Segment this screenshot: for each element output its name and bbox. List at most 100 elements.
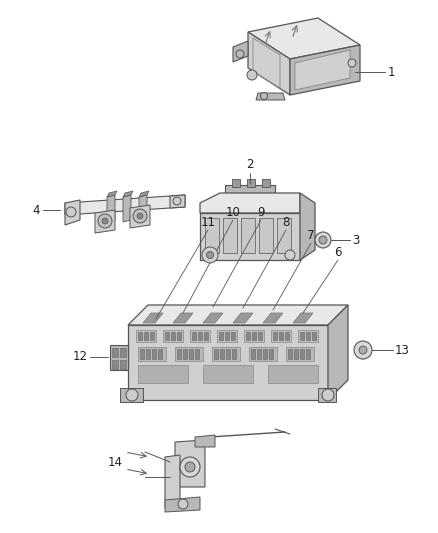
Bar <box>269 349 273 359</box>
Bar <box>247 179 255 187</box>
Polygon shape <box>295 50 350 90</box>
Polygon shape <box>65 200 80 225</box>
Text: 14: 14 <box>108 456 123 469</box>
Bar <box>252 332 256 340</box>
Bar <box>306 349 310 359</box>
Bar <box>231 332 235 340</box>
Circle shape <box>178 499 188 509</box>
Circle shape <box>285 250 295 260</box>
Bar <box>212 347 240 361</box>
Polygon shape <box>225 185 275 203</box>
Circle shape <box>102 218 108 224</box>
Polygon shape <box>173 313 193 323</box>
Bar <box>177 332 181 340</box>
Bar <box>165 332 169 340</box>
Bar <box>223 218 237 253</box>
Bar <box>225 332 229 340</box>
Bar <box>177 349 181 359</box>
Circle shape <box>247 70 257 80</box>
Circle shape <box>137 213 143 219</box>
Circle shape <box>173 197 181 205</box>
Bar <box>306 332 310 340</box>
Polygon shape <box>143 313 163 323</box>
Bar <box>205 218 219 253</box>
Bar <box>138 365 188 383</box>
Polygon shape <box>328 305 348 400</box>
Bar <box>189 349 193 359</box>
Bar <box>198 332 202 340</box>
Bar <box>219 332 223 340</box>
Text: 2: 2 <box>246 158 254 171</box>
Polygon shape <box>95 210 115 233</box>
Bar <box>138 332 142 340</box>
Bar <box>258 332 262 340</box>
Polygon shape <box>200 193 300 213</box>
Bar <box>204 332 208 340</box>
Text: 7: 7 <box>307 229 315 242</box>
Bar <box>288 349 292 359</box>
Polygon shape <box>107 191 117 197</box>
Text: 8: 8 <box>283 216 290 229</box>
Polygon shape <box>130 205 150 228</box>
Bar <box>152 349 156 359</box>
Text: 11: 11 <box>201 216 215 229</box>
Bar <box>232 179 240 187</box>
Bar <box>298 330 318 342</box>
Bar <box>217 330 237 342</box>
Bar <box>192 332 196 340</box>
Bar <box>279 332 283 340</box>
Circle shape <box>206 252 213 259</box>
Bar <box>195 349 199 359</box>
Circle shape <box>98 214 112 228</box>
Bar <box>262 179 270 187</box>
Bar <box>138 347 166 361</box>
Bar <box>146 349 150 359</box>
Bar <box>203 365 253 383</box>
Bar <box>286 347 314 361</box>
Bar <box>163 330 183 342</box>
Circle shape <box>359 346 367 354</box>
Bar <box>112 348 118 357</box>
Bar <box>312 332 316 340</box>
Bar <box>183 349 187 359</box>
Polygon shape <box>203 313 223 323</box>
Bar <box>136 330 156 342</box>
Polygon shape <box>248 18 360 59</box>
Polygon shape <box>165 497 200 512</box>
Bar <box>175 347 203 361</box>
Text: 10: 10 <box>226 206 240 219</box>
Circle shape <box>348 59 356 67</box>
Bar <box>263 349 267 359</box>
Text: 13: 13 <box>395 343 410 357</box>
Bar <box>150 332 154 340</box>
Polygon shape <box>107 195 115 222</box>
Polygon shape <box>233 313 253 323</box>
Bar <box>120 348 126 357</box>
Circle shape <box>354 341 372 359</box>
Bar <box>300 332 304 340</box>
Circle shape <box>185 462 195 472</box>
Text: 12: 12 <box>73 351 88 364</box>
Bar <box>259 218 273 253</box>
Bar <box>144 332 148 340</box>
Polygon shape <box>120 388 143 402</box>
Text: 4: 4 <box>32 204 40 216</box>
Polygon shape <box>318 388 336 402</box>
Bar <box>158 349 162 359</box>
Polygon shape <box>290 45 360 95</box>
Circle shape <box>236 50 244 58</box>
Circle shape <box>133 209 147 223</box>
Text: 9: 9 <box>257 206 265 219</box>
Bar <box>244 330 264 342</box>
Bar <box>120 360 126 369</box>
Polygon shape <box>200 213 300 260</box>
Text: 1: 1 <box>388 66 396 78</box>
Circle shape <box>180 457 200 477</box>
Polygon shape <box>110 345 128 370</box>
Polygon shape <box>256 93 285 100</box>
Bar <box>249 347 277 361</box>
Bar <box>273 332 277 340</box>
Text: 6: 6 <box>334 246 342 259</box>
Circle shape <box>322 389 334 401</box>
Bar <box>300 349 304 359</box>
